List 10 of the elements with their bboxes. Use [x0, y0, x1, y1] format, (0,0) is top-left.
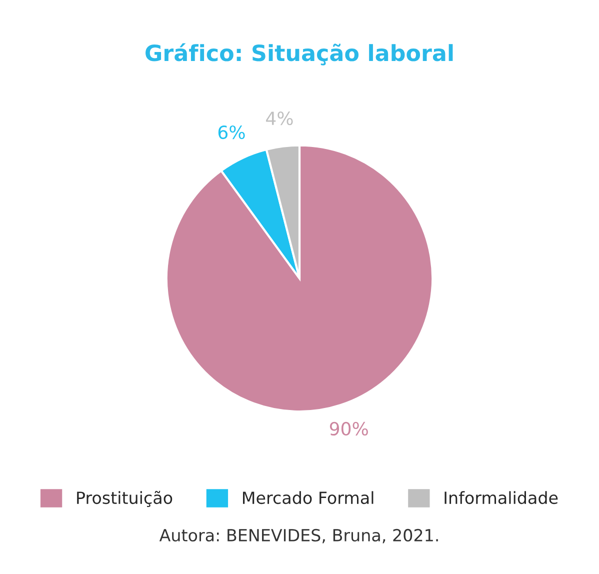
data-label: 4% — [266, 112, 293, 126]
data-label: 6% — [218, 125, 245, 140]
pie-slice — [165, 144, 434, 413]
legend-label: Prostituição — [77, 490, 172, 508]
legend-label: Mercado Formal — [243, 491, 374, 504]
text: Autora: BENEVIDES, Bruna, 2021. — [159, 528, 438, 544]
legend-label: Informalidade — [444, 491, 558, 504]
chart-title: Gráfico: Situação laboral — [146, 43, 453, 66]
data-label: 90% — [330, 422, 368, 436]
pie-slice — [220, 148, 301, 280]
